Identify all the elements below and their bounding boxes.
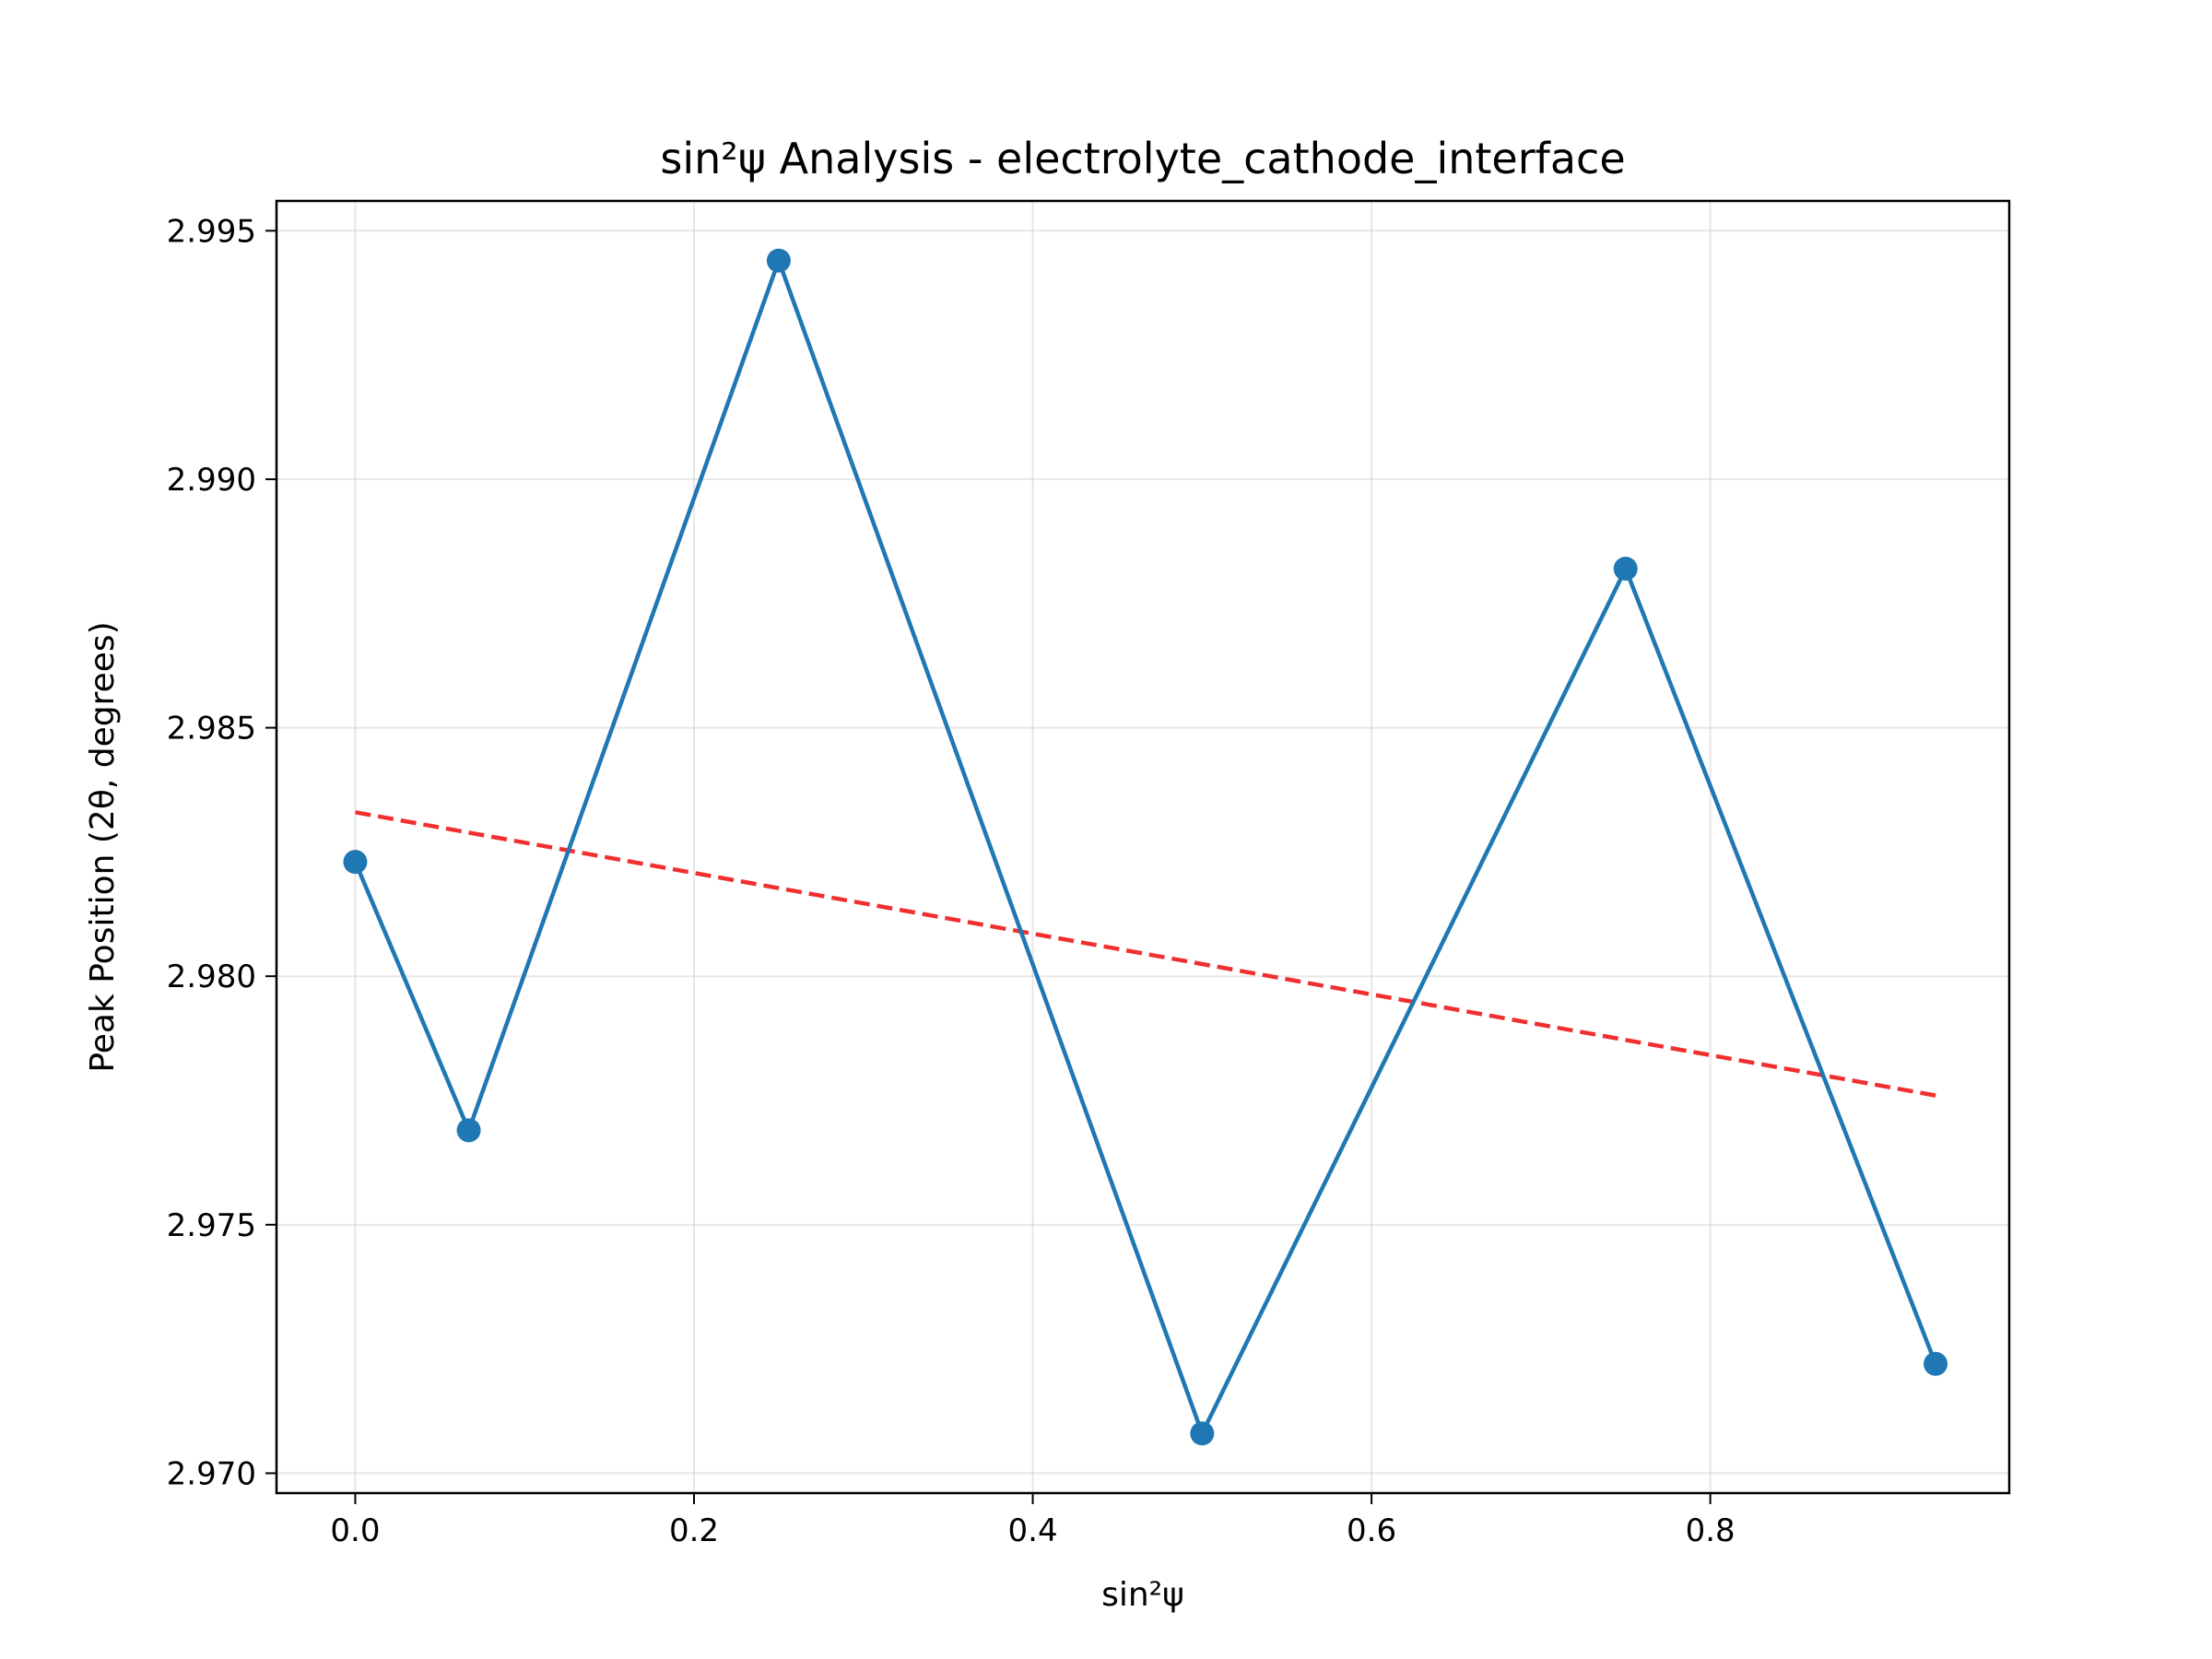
x-axis: 0.0 0.2 0.4 0.6 0.8 — [330, 1493, 1735, 1549]
data-point — [1613, 557, 1638, 582]
x-axis-label: sin²ψ — [1101, 1576, 1184, 1614]
x-tick-label: 0.4 — [1008, 1512, 1058, 1549]
plot-frame — [275, 199, 2011, 1495]
y-axis-label: Peak Position (2θ, degrees) — [84, 621, 122, 1072]
data-point — [766, 248, 791, 273]
y-tick-label: 2.985 — [167, 711, 256, 747]
y-tick-label: 2.980 — [167, 959, 256, 995]
x-tick-label: 0.0 — [330, 1512, 380, 1549]
data-point — [1190, 1421, 1215, 1446]
y-tick-label: 2.990 — [167, 462, 256, 499]
grid — [276, 201, 2009, 1493]
fit-line — [355, 810, 1936, 1098]
x-tick-label: 0.6 — [1347, 1512, 1396, 1549]
y-axis: 2.970 2.975 2.980 2.985 2.990 2.995 — [167, 213, 276, 1492]
data-series-layer — [343, 248, 1948, 1446]
series-line — [353, 258, 1938, 1436]
y-tick-label: 2.995 — [167, 213, 256, 250]
y-tick-label: 2.970 — [167, 1455, 256, 1492]
data-point — [343, 850, 368, 875]
fit-line-layer — [355, 810, 1936, 1098]
data-point — [1924, 1351, 1948, 1376]
y-tick-label: 2.975 — [167, 1207, 256, 1244]
data-point — [456, 1118, 481, 1143]
chart-title: sin²ψ Analysis - electrolyte_cathode_int… — [660, 134, 1625, 183]
x-tick-label: 0.8 — [1686, 1512, 1735, 1549]
x-tick-label: 0.2 — [669, 1512, 719, 1549]
